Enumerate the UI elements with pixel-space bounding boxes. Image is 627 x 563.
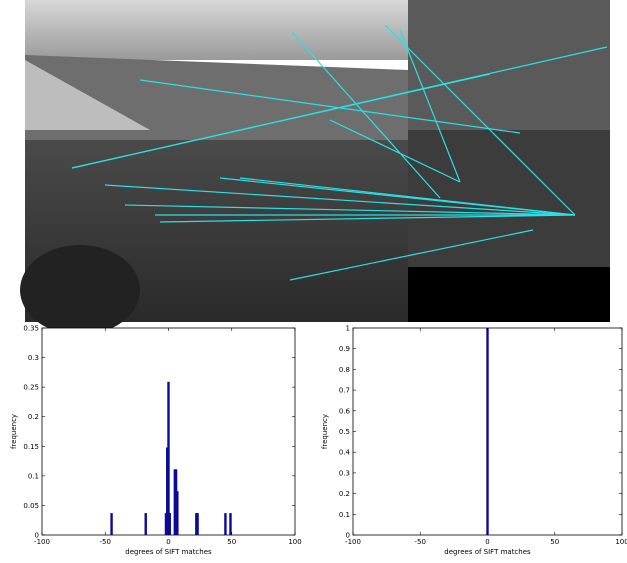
y-tick-label: 0.35: [23, 325, 39, 333]
bar: [486, 328, 488, 535]
y-tick-label: 0: [346, 532, 350, 540]
bar: [176, 491, 178, 535]
x-axis-label: degrees of SIFT matches: [444, 548, 531, 556]
y-tick-label: 1: [346, 325, 350, 333]
y-tick-label: 0.25: [23, 384, 39, 392]
bar: [224, 513, 226, 535]
y-tick-label: 0.3: [339, 469, 350, 477]
y-axis-label: frequency: [10, 414, 18, 449]
figure: -100-5005010000.050.10.150.20.250.30.35d…: [0, 0, 627, 559]
y-tick-label: 0.5: [339, 428, 350, 436]
x-tick-label: 0: [485, 538, 489, 546]
x-tick-label: 100: [615, 538, 627, 546]
y-tick-label: 0.8: [339, 366, 350, 374]
x-tick-label: 0: [166, 538, 170, 546]
photo-gauge: [20, 245, 140, 335]
bar: [110, 513, 112, 535]
bar: [196, 513, 198, 535]
x-tick-label: 50: [227, 538, 236, 546]
photo-right-panel: [408, 130, 610, 267]
y-tick-label: 0.1: [28, 472, 39, 480]
y-tick-label: 0.6: [339, 407, 351, 415]
y-tick-label: 0: [35, 532, 39, 540]
x-axis-label: degrees of SIFT matches: [125, 548, 212, 556]
y-tick-label: 0.05: [23, 502, 39, 510]
y-tick-label: 0.2: [28, 413, 39, 421]
x-tick-label: 50: [550, 538, 559, 546]
page: {"chart_data": [ {"type": "bar", "x": [-…: [0, 0, 627, 563]
bar: [169, 513, 171, 535]
bar: [167, 382, 169, 535]
x-tick-label: 100: [288, 538, 301, 546]
y-tick-label: 0.4: [339, 449, 351, 457]
x-tick-label: -50: [415, 538, 426, 546]
y-tick-label: 0.2: [339, 490, 350, 498]
bar: [229, 513, 231, 535]
photo-sky: [25, 0, 408, 60]
photo-pair: [20, 0, 610, 335]
y-tick-label: 0.3: [28, 354, 39, 362]
y-tick-label: 0.15: [23, 443, 39, 451]
y-axis-label: frequency: [321, 414, 329, 449]
bar: [145, 513, 147, 535]
y-tick-label: 0.1: [339, 511, 350, 519]
y-tick-label: 0.7: [339, 387, 350, 395]
y-tick-label: 0.9: [339, 345, 350, 353]
photo-black: [408, 267, 610, 322]
x-tick-label: -50: [100, 538, 111, 546]
